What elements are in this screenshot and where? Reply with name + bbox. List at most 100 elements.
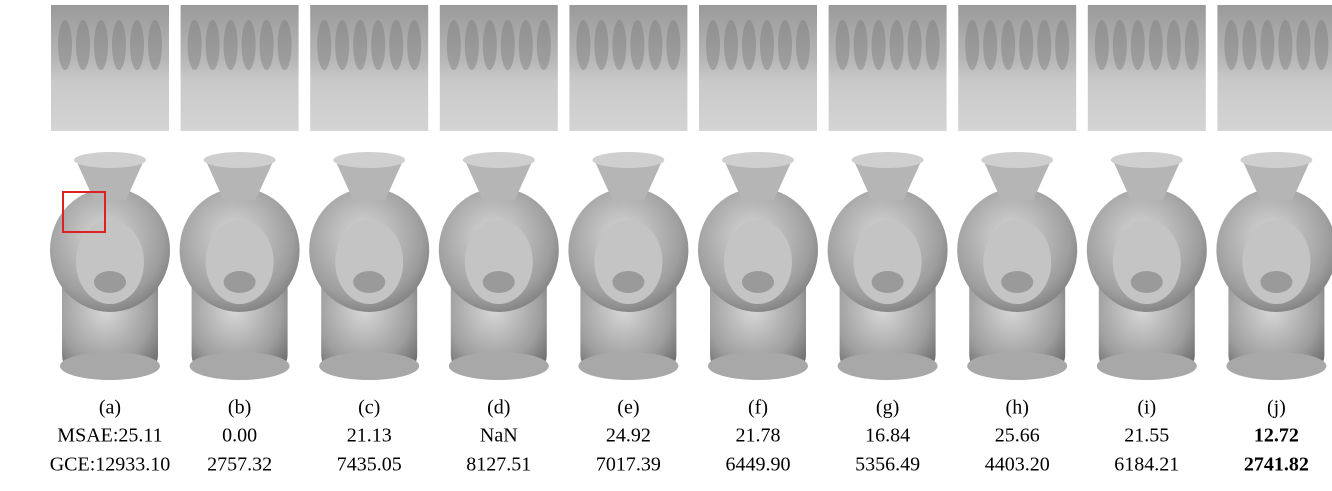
crop-detail: [112, 20, 126, 70]
msae-value: 24.92: [606, 425, 651, 447]
gce-value: 5356.49: [855, 454, 920, 476]
crop-detail: [447, 20, 461, 70]
panel: (j) 12.72 2741.82: [1216, 5, 1332, 476]
gce-value: 2741.82: [1244, 454, 1309, 476]
gce-value: 7435.05: [337, 454, 402, 476]
msae-value: 25.66: [995, 425, 1040, 447]
crop-detail: [1260, 20, 1274, 70]
model-nose: [483, 271, 515, 293]
model-base: [449, 352, 549, 380]
crop-detail: [1055, 20, 1069, 70]
crop-detail: [260, 20, 274, 70]
crop-detail: [854, 20, 868, 70]
crop-detail: [760, 20, 774, 70]
panel: (h) 25.66 4403.20: [957, 5, 1077, 476]
panel-label: (h): [1006, 397, 1029, 419]
model-rim: [852, 152, 924, 168]
crop-detail: [796, 20, 810, 70]
gce-value: 4403.20: [985, 454, 1050, 476]
model-rim: [204, 152, 276, 168]
panel-label: (i): [1137, 397, 1156, 419]
panel-label: (e): [617, 397, 639, 419]
crop-detail: [836, 20, 850, 70]
crop-detail: [206, 20, 220, 70]
panel-label: (d): [487, 397, 510, 419]
crop-detail: [242, 20, 256, 70]
crop-detail: [908, 20, 922, 70]
model-base: [967, 352, 1067, 380]
crop-detail: [724, 20, 738, 70]
crop-detail: [1019, 20, 1033, 70]
crop-detail: [594, 20, 608, 70]
crop-detail: [1037, 20, 1051, 70]
panel: (d) NaN 8127.51: [439, 5, 559, 476]
model-base: [319, 352, 419, 380]
crop-detail: [94, 20, 108, 70]
model-rim: [1111, 152, 1183, 168]
crop-detail: [1149, 20, 1163, 70]
crop-detail: [1296, 20, 1310, 70]
panel: (i) 21.55 6184.21: [1087, 5, 1207, 476]
crop-detail: [389, 20, 403, 70]
crop-detail: [76, 20, 90, 70]
crop-detail: [612, 20, 626, 70]
crop-detail: [1095, 20, 1109, 70]
crop-detail: [501, 20, 515, 70]
gce-value: 2757.32: [207, 454, 272, 476]
crop-detail: [926, 20, 940, 70]
figure: (a)MSAE:25.11GCE:12933.10(b)0.002757.32(…: [0, 0, 1332, 491]
panel-label: (g): [876, 397, 899, 419]
model-nose: [1260, 271, 1292, 293]
model-rim: [1240, 152, 1312, 168]
crop-detail: [1113, 20, 1127, 70]
model-nose: [353, 271, 385, 293]
crop-detail: [1185, 20, 1199, 70]
msae-value: 12.72: [1254, 425, 1299, 447]
crop-detail: [576, 20, 590, 70]
model-rim: [463, 152, 535, 168]
crop-detail: [188, 20, 202, 70]
crop-detail: [58, 20, 72, 70]
crop-detail: [537, 20, 551, 70]
model-nose: [1131, 271, 1163, 293]
crop-detail: [890, 20, 904, 70]
gce-value: 7017.39: [596, 454, 661, 476]
model-rim: [722, 152, 794, 168]
crop-detail: [483, 20, 497, 70]
crop-detail: [1224, 20, 1238, 70]
msae-value: 16.84: [865, 425, 910, 447]
msae-value: 21.13: [347, 425, 392, 447]
crop-detail: [407, 20, 421, 70]
model-rim: [74, 152, 146, 168]
crop-detail: [335, 20, 349, 70]
model-nose: [872, 271, 904, 293]
panel-label: (f): [748, 397, 768, 419]
crop-detail: [317, 20, 331, 70]
crop-detail: [353, 20, 367, 70]
model-rim: [333, 152, 405, 168]
crop-detail: [742, 20, 756, 70]
gce-value: 6184.21: [1114, 454, 1179, 476]
gce-value: 6449.90: [726, 454, 791, 476]
crop-detail: [1314, 20, 1328, 70]
msae-value: 21.55: [1124, 425, 1169, 447]
model-nose: [612, 271, 644, 293]
crop-detail: [1001, 20, 1015, 70]
crop-detail: [666, 20, 680, 70]
model-base: [190, 352, 290, 380]
crop-detail: [872, 20, 886, 70]
panel: (g) 16.84 5356.49: [828, 5, 948, 476]
msae-value: NaN: [480, 425, 518, 447]
panel: (c) 21.13 7435.05: [309, 5, 429, 476]
panel: (a)MSAE:25.11GCE:12933.10: [50, 5, 171, 476]
crop-detail: [1131, 20, 1145, 70]
crop-detail: [1167, 20, 1181, 70]
panel-label: (j): [1267, 397, 1286, 419]
panel-label: (c): [358, 397, 380, 419]
crop-detail: [148, 20, 162, 70]
crop-detail: [224, 20, 238, 70]
crop-detail: [706, 20, 720, 70]
gce-value: 8127.51: [466, 454, 531, 476]
